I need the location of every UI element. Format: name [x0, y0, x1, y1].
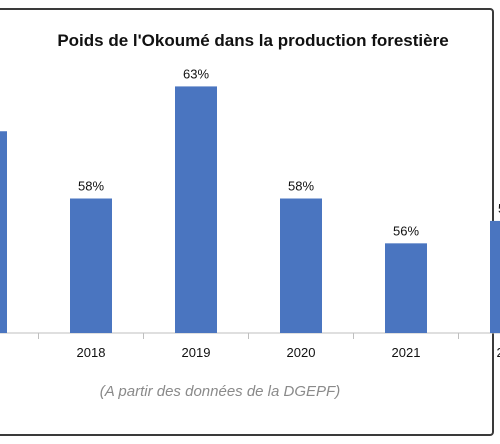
bar-2017 [0, 131, 7, 333]
bar-2020 [280, 198, 322, 333]
bar-value-label-2018: 58% [78, 179, 104, 194]
bar-chart: 61%201758%201863%201958%202056%202157%20… [0, 66, 500, 360]
bar-2018 [70, 198, 112, 333]
chart-title: Poids de l'Okoumé dans la production for… [57, 31, 449, 50]
bar-2019 [175, 86, 217, 334]
x-tick-label-2018: 2018 [77, 345, 106, 360]
x-tick-label-2022: 2022 [497, 345, 500, 360]
x-tick-label-2021: 2021 [392, 345, 421, 360]
bar-value-label-2020: 58% [288, 179, 314, 194]
bar-value-label-2022: 57% [498, 201, 500, 216]
bar-value-label-2019: 63% [183, 66, 209, 81]
bar-2021 [385, 243, 427, 333]
bar-group: 61%201758%201863%201958%202056%202157%20… [0, 66, 500, 360]
source-note: (A partir des données de la DGEPF) [99, 383, 341, 400]
x-tick-label-2019: 2019 [182, 345, 211, 360]
bar-2022 [490, 220, 500, 333]
bar-value-label-2021: 56% [393, 223, 419, 238]
x-tick-label-2020: 2020 [287, 345, 316, 360]
